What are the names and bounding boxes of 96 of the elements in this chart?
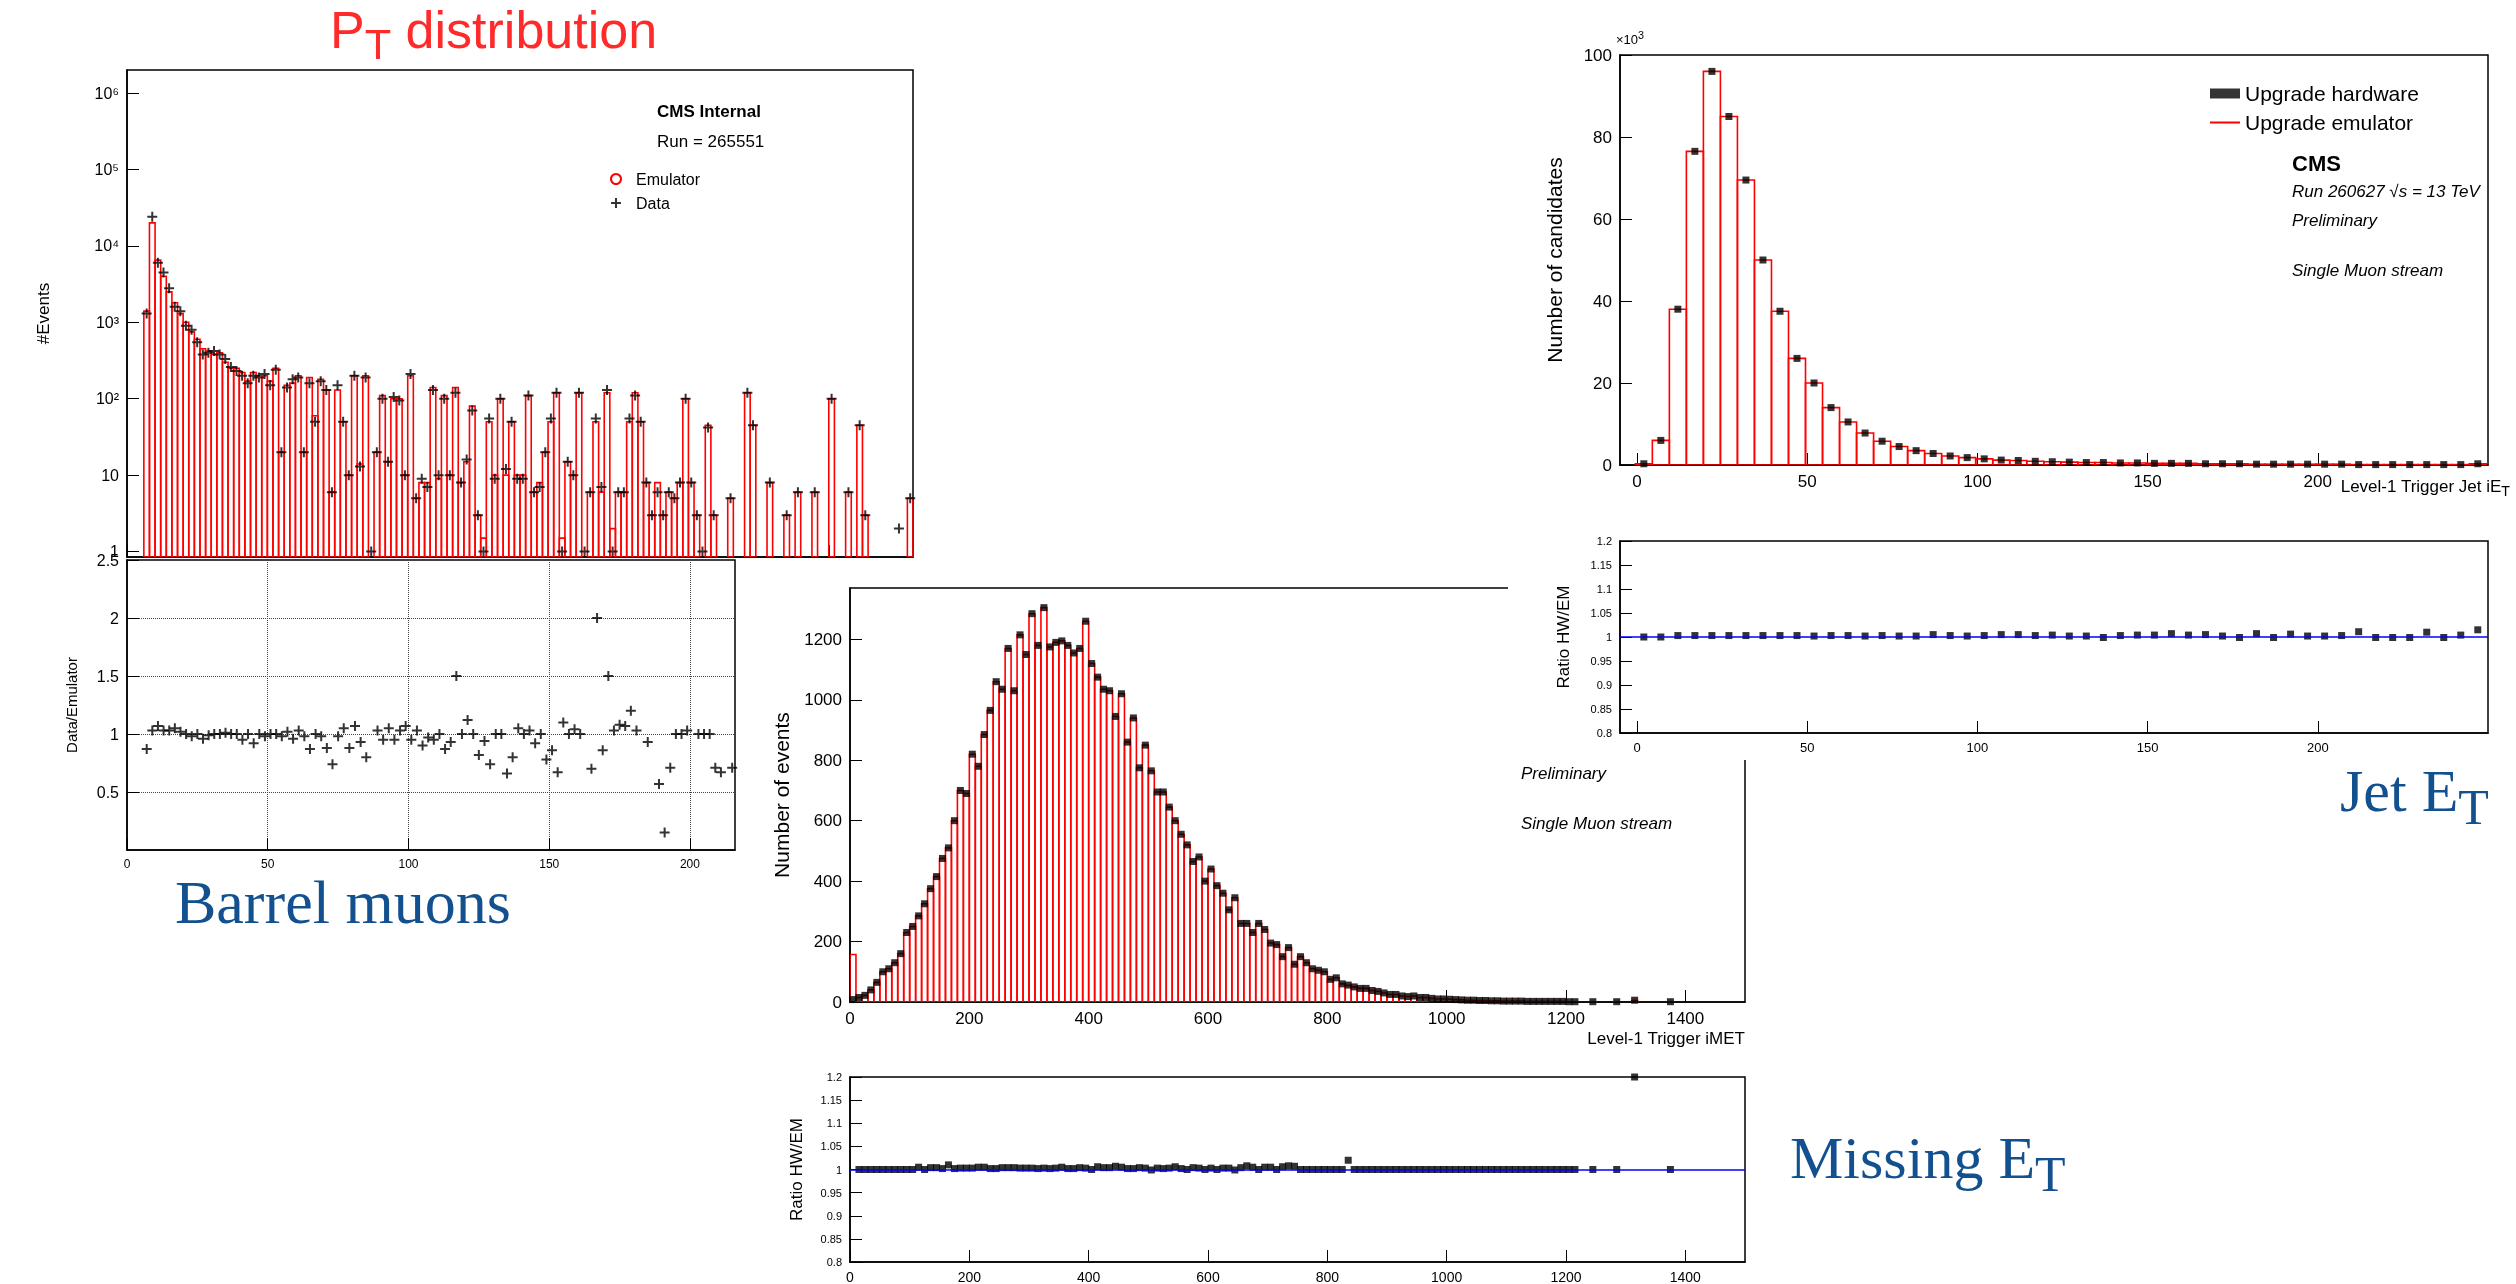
y-tick-label: 40	[1593, 291, 1612, 311]
x-tick-label: 0	[123, 857, 131, 871]
y-tick-label: 0.5	[96, 783, 120, 801]
x-tick-label: 200	[2303, 472, 2332, 491]
y-tick-label: 1.05	[820, 1140, 842, 1153]
y-axis-title: Number of events	[770, 712, 793, 878]
y-tick-label: 10⁵	[94, 160, 119, 178]
y-tick-label: 10⁴	[94, 237, 120, 255]
text: Barrel muons	[175, 868, 511, 937]
y-tick-label: 1.15	[1590, 559, 1612, 571]
y-tick-label: 1.1	[826, 1117, 842, 1130]
y-tick-label: 100	[1583, 45, 1612, 65]
y-tick-label: 20	[1593, 373, 1612, 393]
x-tick-label: 200	[679, 857, 701, 871]
x-tick-label: 0	[845, 1009, 855, 1028]
x-axis-title: Level-1 Trigger iMET	[1587, 1029, 1745, 1049]
x-tick-label: 1400	[1666, 1009, 1705, 1028]
x-tick-label: 50	[1797, 472, 1817, 491]
x-tick-label: 1000	[1427, 1009, 1466, 1028]
y-tick-label: 1.5	[96, 667, 120, 685]
y-tick-label: 0.8	[826, 1256, 842, 1268]
x-tick-label: 0	[846, 1269, 855, 1284]
x-tick-label: 150	[2136, 740, 2159, 755]
y-tick-label: 10³	[95, 313, 120, 331]
annotation: Run 260627 √s = 13 TeV	[2292, 182, 2480, 202]
x-tick-label: 200	[2306, 740, 2329, 755]
y-tick-label: 0.9	[1596, 679, 1612, 691]
x-tick-label: 800	[1313, 1009, 1342, 1028]
chart-title: P$_{T}$ distribution	[330, 1, 658, 70]
x-tick-label: 0	[1633, 740, 1641, 755]
y-tick-label: 0.95	[820, 1186, 842, 1199]
y-tick-label: 1000	[804, 690, 842, 710]
x-tick-label: 100	[1966, 740, 1989, 755]
text: ×10$^{3}$	[1616, 29, 1645, 48]
x-tick-label: 150	[539, 857, 560, 871]
y-tick-label: 0.85	[820, 1232, 842, 1245]
x-tick-label: 0	[1632, 472, 1642, 491]
annotation: Run = 265551	[657, 132, 765, 152]
y-tick-label: 1	[835, 1163, 842, 1176]
x-tick-label: 50	[1799, 740, 1815, 755]
y-tick-label: 0.9	[826, 1209, 842, 1222]
y-tick-label: 10	[101, 466, 120, 484]
x-tick-label: 50	[261, 857, 275, 871]
y-tick-label: 0	[1602, 455, 1612, 475]
y-tick-label: 10²	[95, 390, 120, 408]
x-tick-label: 1200	[1547, 1009, 1585, 1028]
x-axis-title: Level-1 Trigger Jet iE$_{T}$	[2340, 477, 2510, 500]
y-tick-label: 1.15	[820, 1094, 842, 1107]
y-tick-label: 0.85	[1590, 703, 1612, 715]
x-tick-label: 800	[1315, 1269, 1340, 1284]
y-axis-title: Number of candidates	[1543, 157, 1566, 363]
y-axis-title: #Events	[34, 282, 53, 345]
y-tick-label: 1.2	[826, 1071, 842, 1083]
y-tick-label: 0	[832, 992, 842, 1012]
y-tick-label: 200	[813, 932, 842, 952]
legend-label: Upgrade emulator	[2245, 111, 2414, 134]
y-axis-title: Ratio HW/EM	[787, 1118, 806, 1221]
annotation: CMS Internal	[657, 102, 761, 122]
y-tick-label: 1.2	[1596, 535, 1612, 547]
y-tick-label: 2	[110, 609, 120, 627]
annotation: Preliminary	[2292, 211, 2378, 231]
x-tick-label: 200	[957, 1269, 982, 1284]
annotation: Preliminary	[1521, 764, 1607, 784]
legend-label: Emulator	[636, 170, 701, 188]
x-tick-label: 600	[1193, 1009, 1223, 1028]
y-tick-label: 1.1	[1596, 583, 1612, 595]
x-tick-label: 1400	[1669, 1269, 1702, 1284]
y-tick-label: 600	[813, 811, 842, 831]
x-tick-label: 600	[1196, 1269, 1220, 1284]
y-tick-label: 80	[1593, 127, 1612, 147]
annotation: Single Muon stream	[1521, 814, 1673, 834]
y-tick-label: 400	[813, 871, 842, 891]
text: Missing E$_{T}$	[1790, 1125, 2066, 1202]
x-tick-label: 200	[955, 1009, 984, 1028]
y-tick-label: 0.8	[1596, 727, 1612, 739]
x-tick-label: 1200	[1550, 1269, 1582, 1284]
y-tick-label: 0.95	[1590, 655, 1612, 667]
y-tick-label: 1	[1605, 631, 1612, 643]
legend-label: Data	[636, 194, 670, 212]
annotation: Single Muon stream	[2292, 261, 2444, 281]
x-tick-label: 1000	[1431, 1269, 1463, 1284]
annotation: CMS	[2292, 151, 2341, 177]
x-tick-label: 150	[2133, 472, 2162, 491]
y-tick-label: 10⁶	[94, 84, 119, 102]
y-tick-label: 1	[110, 725, 120, 743]
x-tick-label: 400	[1074, 1009, 1103, 1028]
y-axis-title: Ratio HW/EM	[1554, 585, 1573, 689]
x-tick-label: 100	[398, 857, 419, 871]
legend-label: Upgrade hardware	[2245, 82, 2419, 105]
x-tick-label: 400	[1076, 1269, 1101, 1284]
y-tick-label: 60	[1593, 209, 1612, 229]
y-tick-label: 1.05	[1590, 607, 1612, 619]
x-tick-label: 100	[1963, 472, 1992, 491]
y-axis-title: Data/Emulator	[63, 657, 80, 753]
text: Jet E$_{T}$	[2340, 758, 2489, 835]
y-tick-label: 1200	[804, 629, 842, 649]
